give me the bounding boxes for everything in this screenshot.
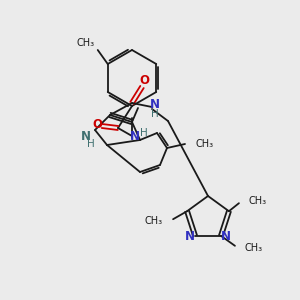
Text: N: N	[150, 98, 160, 112]
Text: CH₃: CH₃	[145, 216, 163, 226]
Text: CH₃: CH₃	[76, 38, 95, 48]
Text: O: O	[139, 74, 149, 88]
Text: O: O	[92, 118, 102, 131]
Text: N: N	[185, 230, 195, 243]
Text: CH₃: CH₃	[245, 243, 263, 253]
Text: N: N	[130, 130, 140, 142]
Text: H: H	[151, 109, 159, 119]
Text: H: H	[140, 128, 148, 138]
Text: N: N	[81, 130, 91, 143]
Text: CH₃: CH₃	[249, 196, 267, 206]
Text: N: N	[221, 230, 231, 243]
Text: H: H	[87, 139, 95, 149]
Text: CH₃: CH₃	[195, 139, 213, 149]
